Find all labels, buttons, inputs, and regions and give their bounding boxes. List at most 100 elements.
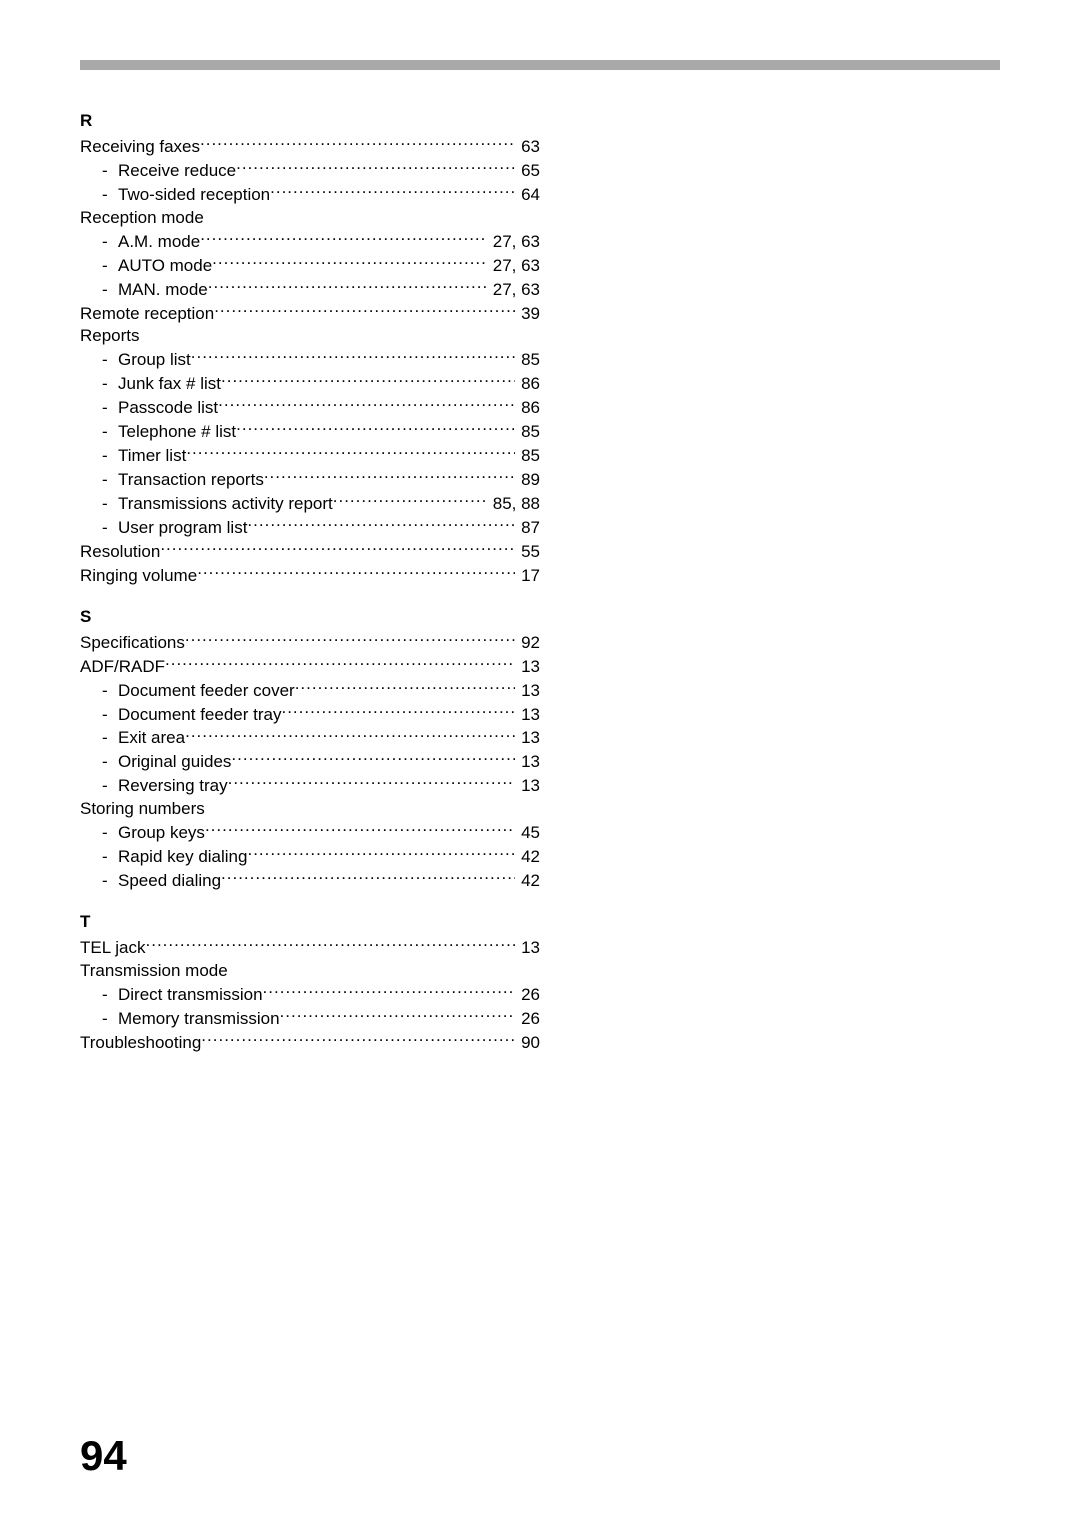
index-entry: -Transaction reports 89: [80, 468, 540, 492]
index-label: Two-sided reception: [118, 184, 270, 207]
index-page-ref: 85: [515, 421, 540, 444]
index-label: Resolution: [80, 541, 160, 564]
bullet-dash: -: [102, 349, 118, 372]
index-label: Group list: [118, 349, 191, 372]
index-page-ref: 13: [515, 656, 540, 679]
leader-dots: [146, 936, 516, 953]
index-entry: Reports: [80, 325, 540, 348]
index-entry: -Telephone # list 85: [80, 420, 540, 444]
index-entry: -Direct transmission 26: [80, 983, 540, 1007]
index-label: Document feeder cover: [118, 680, 295, 703]
bullet-dash: -: [102, 279, 118, 302]
index-label: Document feeder tray: [118, 704, 281, 727]
index-entry: -Junk fax # list 86: [80, 372, 540, 396]
leader-dots: [231, 750, 515, 767]
index-entry: TEL jack 13: [80, 936, 540, 960]
index-label: Transmission mode: [80, 960, 228, 983]
leader-dots: [197, 564, 515, 581]
index-entry: -Receive reduce 65: [80, 159, 540, 183]
index-entry: -Document feeder cover 13: [80, 679, 540, 703]
leader-dots: [208, 278, 487, 295]
index-entry: -Speed dialing 42: [80, 869, 540, 893]
index-page-ref: 13: [515, 680, 540, 703]
index-entry: -Exit area 13: [80, 726, 540, 750]
index-entry: -Two-sided reception 64: [80, 183, 540, 207]
index-label: Timer list: [118, 445, 186, 468]
bullet-dash: -: [102, 421, 118, 444]
index-entry: Troubleshooting 90: [80, 1031, 540, 1055]
index-page-ref: 13: [515, 704, 540, 727]
leader-dots: [201, 1031, 515, 1048]
leader-dots: [212, 254, 487, 271]
index-label: Speed dialing: [118, 870, 221, 893]
leader-dots: [200, 230, 487, 247]
bullet-dash: -: [102, 160, 118, 183]
index-page-ref: 13: [515, 937, 540, 960]
index-label: Exit area: [118, 727, 185, 750]
index-label: Transmissions activity report: [118, 493, 333, 516]
bullet-dash: -: [102, 1008, 118, 1031]
index-label: Reversing tray: [118, 775, 228, 798]
leader-dots: [186, 444, 515, 461]
index-entry: -A.M. mode 27, 63: [80, 230, 540, 254]
index-entry: -Reversing tray 13: [80, 774, 540, 798]
index-label: Specifications: [80, 632, 185, 655]
index-page-ref: 85, 88: [487, 493, 540, 516]
leader-dots: [165, 655, 515, 672]
index-label: TEL jack: [80, 937, 146, 960]
index-label: MAN. mode: [118, 279, 208, 302]
bullet-dash: -: [102, 445, 118, 468]
index-label: Original guides: [118, 751, 231, 774]
index-entry: -Document feeder tray 13: [80, 703, 540, 727]
leader-dots: [236, 420, 515, 437]
index-page-ref: 86: [515, 373, 540, 396]
bullet-dash: -: [102, 184, 118, 207]
leader-dots: [280, 1007, 516, 1024]
index-page-ref: 85: [515, 445, 540, 468]
index-entry: Specifications 92: [80, 631, 540, 655]
leader-dots: [205, 821, 515, 838]
index-page-ref: 27, 63: [487, 255, 540, 278]
index-entry: -User program list 87: [80, 516, 540, 540]
leader-dots: [185, 726, 515, 743]
index-page-ref: 27, 63: [487, 231, 540, 254]
index-page-ref: 86: [515, 397, 540, 420]
index-page-ref: 17: [515, 565, 540, 588]
index-label: ADF/RADF: [80, 656, 165, 679]
index-page-ref: 55: [515, 541, 540, 564]
bullet-dash: -: [102, 775, 118, 798]
index-label: A.M. mode: [118, 231, 200, 254]
index-page-ref: 13: [515, 727, 540, 750]
bullet-dash: -: [102, 231, 118, 254]
index-entry: Receiving faxes 63: [80, 135, 540, 159]
index-entry: Ringing volume 17: [80, 564, 540, 588]
index-page-ref: 42: [515, 870, 540, 893]
index-label: Group keys: [118, 822, 205, 845]
bullet-dash: -: [102, 846, 118, 869]
bullet-dash: -: [102, 751, 118, 774]
index-entry: -Timer list 85: [80, 444, 540, 468]
index-letter: S: [80, 606, 540, 629]
index-letter: T: [80, 911, 540, 934]
document-page: RReceiving faxes 63-Receive reduce 65-Tw…: [0, 0, 1080, 1528]
index-page-ref: 26: [515, 984, 540, 1007]
bullet-dash: -: [102, 397, 118, 420]
leader-dots: [264, 468, 515, 485]
index-entry: -AUTO mode 27, 63: [80, 254, 540, 278]
index-label: Reports: [80, 325, 140, 348]
index-label: AUTO mode: [118, 255, 212, 278]
leader-dots: [221, 869, 515, 886]
index-label: Remote reception: [80, 303, 214, 326]
leader-dots: [295, 679, 515, 696]
index-page-ref: 92: [515, 632, 540, 655]
bullet-dash: -: [102, 870, 118, 893]
index-label: Transaction reports: [118, 469, 264, 492]
leader-dots: [247, 845, 515, 862]
leader-dots: [214, 302, 515, 319]
index-label: Telephone # list: [118, 421, 236, 444]
index-label: Receive reduce: [118, 160, 236, 183]
bullet-dash: -: [102, 984, 118, 1007]
leader-dots: [218, 396, 515, 413]
index-label: Junk fax # list: [118, 373, 221, 396]
index-entry: Reception mode: [80, 207, 540, 230]
